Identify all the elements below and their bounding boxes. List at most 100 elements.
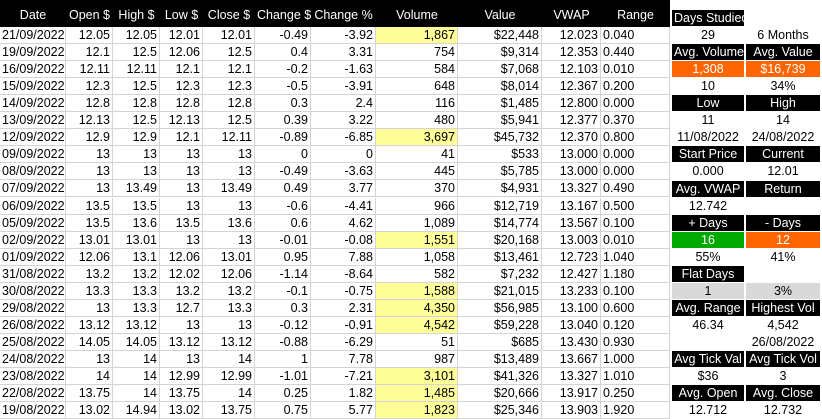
table-cell[interactable]: 06/09/2022 [0,197,66,215]
table-cell[interactable]: 0.010 [601,61,670,79]
table-cell[interactable]: 13 [203,231,255,249]
table-cell[interactable]: 13 [66,146,113,164]
table-cell[interactable]: 12.353 [542,44,601,62]
table-cell[interactable]: 0 [255,146,311,164]
table-cell[interactable]: 29/08/2022 [0,299,66,317]
summary-avg-tick-val[interactable]: $36 [672,368,744,385]
summary-start-price-label[interactable]: Start Price [672,146,744,163]
table-cell[interactable]: 12.13 [160,112,203,130]
table-cell[interactable]: 13.040 [542,316,601,334]
table-cell[interactable]: $20,666 [458,385,542,403]
table-cell[interactable]: 12.5 [113,44,160,62]
table-cell[interactable]: $9,314 [458,44,542,62]
summary-current[interactable]: 12.01 [746,163,820,180]
table-cell[interactable]: 13.1 [113,248,160,266]
table-cell[interactable]: 13 [203,316,255,334]
table-cell[interactable]: 21/09/2022 [0,27,66,44]
summary-avg-close-label[interactable]: Avg. Close [746,385,820,402]
table-cell[interactable]: 0.100 [601,214,670,232]
table-cell[interactable]: $7,232 [458,265,542,283]
table-cell[interactable]: 12/09/2022 [0,129,66,147]
table-cell[interactable]: 24/08/2022 [0,350,66,368]
table-cell[interactable]: 13.3 [66,282,113,300]
table-cell[interactable]: 7.88 [311,248,376,266]
summary-high-date[interactable]: 24/08/2022 [746,129,820,146]
column-header[interactable]: Change $ [255,0,311,27]
table-cell[interactable]: 0.040 [601,27,670,44]
table-cell[interactable]: 14 [203,385,255,403]
summary-return-label[interactable]: Return [746,180,820,197]
summary-highest-vol-date[interactable]: 26/08/2022 [746,333,820,350]
table-cell[interactable]: 13.12 [113,316,160,334]
summary-pct-a[interactable]: 34% [746,78,820,95]
summary-low-date[interactable]: 11/08/2022 [672,129,744,146]
summary-low-value[interactable]: 11 [672,112,744,129]
table-cell[interactable]: 4,350 [376,299,458,317]
table-cell[interactable]: $13,461 [458,248,542,266]
table-cell[interactable]: 0.370 [601,112,670,130]
table-cell[interactable]: 12.800 [542,95,601,113]
table-cell[interactable]: 1.040 [601,248,670,266]
table-cell[interactable]: 13.5 [66,197,113,215]
table-cell[interactable]: -0.49 [255,27,311,44]
table-cell[interactable]: 02/09/2022 [0,231,66,249]
table-cell[interactable]: 13 [203,197,255,215]
table-cell[interactable]: -0.49 [255,163,311,181]
table-cell[interactable]: 31/08/2022 [0,265,66,283]
table-cell[interactable]: 1.010 [601,368,670,385]
table-cell[interactable]: 12.05 [66,27,113,44]
table-cell[interactable]: 13.75 [66,385,113,403]
table-cell[interactable]: 26/08/2022 [0,316,66,334]
table-cell[interactable]: 12.05 [113,27,160,44]
table-cell[interactable]: 12.99 [160,368,203,385]
summary-plus-days[interactable]: 16 [672,231,744,248]
table-cell[interactable]: 25/08/2022 [0,333,66,351]
table-cell[interactable]: 0.200 [601,78,670,96]
table-cell[interactable]: 12.3 [160,78,203,96]
table-cell[interactable]: $12,719 [458,197,542,215]
table-cell[interactable]: 445 [376,163,458,181]
summary-plus-pct[interactable]: 55% [672,248,744,265]
table-cell[interactable]: -3.92 [311,27,376,44]
table-cell[interactable]: 13 [66,350,113,368]
table-cell[interactable]: 0.100 [601,282,670,300]
table-cell[interactable]: 4,542 [376,316,458,334]
summary-avg-tick-val-label[interactable]: Avg Tick Val [672,351,744,367]
table-cell[interactable]: 13 [203,146,255,164]
table-cell[interactable]: 13 [160,231,203,249]
table-cell[interactable]: 12.01 [160,27,203,44]
table-cell[interactable]: 370 [376,180,458,198]
table-cell[interactable]: 0.6 [255,214,311,232]
table-cell[interactable]: $56,985 [458,299,542,317]
table-cell[interactable]: 12.723 [542,248,601,266]
summary-high-value[interactable]: 14 [746,112,820,129]
table-cell[interactable]: 13 [160,146,203,164]
table-cell[interactable]: 12.01 [203,27,255,44]
table-cell[interactable]: $25,346 [458,402,542,419]
table-cell[interactable]: 14.05 [113,333,160,351]
table-cell[interactable]: 22/08/2022 [0,385,66,403]
summary-flat-days[interactable]: 1 [672,282,744,299]
table-cell[interactable]: 12.8 [160,95,203,113]
table-cell[interactable]: 0.75 [255,402,311,419]
table-cell[interactable]: 13.12 [160,333,203,351]
table-cell[interactable]: 116 [376,95,458,113]
table-cell[interactable]: 51 [376,333,458,351]
table-cell[interactable]: 12.367 [542,78,601,96]
table-cell[interactable]: 0.600 [601,299,670,317]
table-cell[interactable]: 12.9 [66,129,113,147]
table-cell[interactable]: 1 [255,350,311,368]
table-cell[interactable]: 12.11 [66,61,113,79]
table-cell[interactable]: 0.440 [601,44,670,62]
table-cell[interactable]: 23/08/2022 [0,368,66,385]
summary-highest-vol[interactable]: 4,542 [746,316,820,333]
table-cell[interactable]: 14 [113,350,160,368]
table-cell[interactable]: 12.13 [66,112,113,130]
table-cell[interactable]: 12.5 [113,78,160,96]
table-cell[interactable]: -0.91 [311,316,376,334]
table-cell[interactable]: 15/09/2022 [0,78,66,96]
summary-highest-vol-label[interactable]: Highest Vol [746,299,820,316]
table-cell[interactable]: 13 [203,163,255,181]
table-cell[interactable]: 13 [66,299,113,317]
table-cell[interactable]: $5,785 [458,163,542,181]
